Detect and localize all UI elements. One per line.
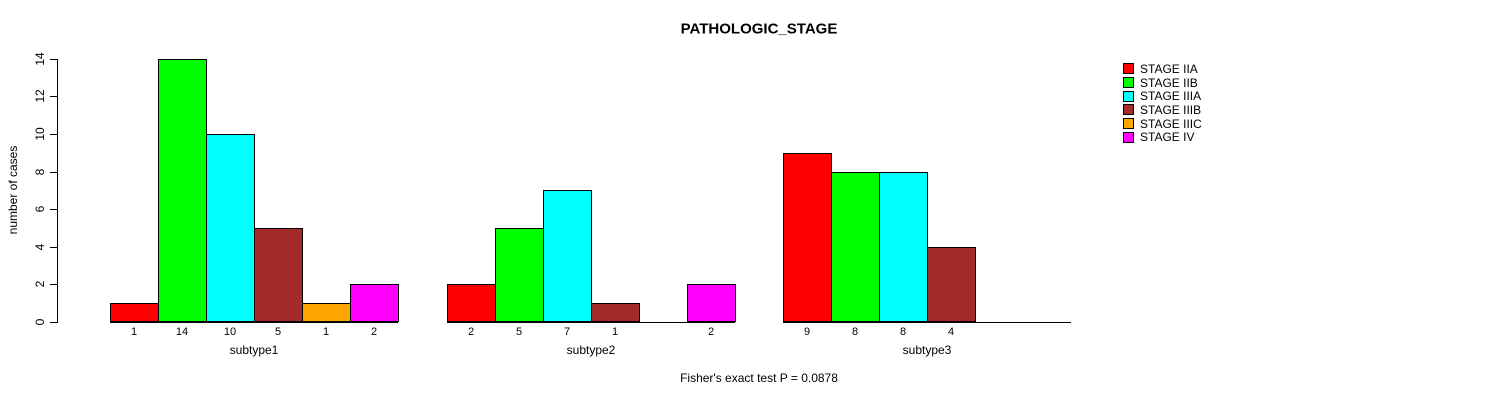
bar-value-label: 9 (803, 326, 811, 338)
chart-title: PATHOLOGIC_STAGE (680, 20, 838, 38)
bar-value-label: 5 (274, 326, 282, 338)
bar-subtype2-stage-iiib (591, 303, 640, 322)
bar-value-label: 2 (707, 326, 715, 338)
bar-value-label: 1 (611, 326, 619, 338)
legend-item-stage-iiic: STAGE IIIC (1123, 117, 1202, 131)
bar-value-label: 14 (175, 326, 189, 338)
legend: STAGE IIA STAGE IIB STAGE IIIA STAGE IIIB ST… (1123, 62, 1202, 144)
bar-subtype2-stage-iv (687, 284, 736, 322)
legend-label: STAGE IIIC (1140, 116, 1202, 131)
legend-label: STAGE IIIA (1140, 89, 1202, 104)
x-axis-baseline (110, 322, 398, 323)
legend-label: STAGE IIB (1140, 75, 1198, 90)
bar-subtype3-stage-iiia (879, 172, 928, 322)
x-axis-category-label: subtype3 (902, 343, 952, 357)
y-axis-tick (50, 171, 57, 173)
x-axis-baseline (783, 322, 1071, 323)
bar-subtype2-stage-iiia (543, 190, 592, 322)
y-axis-tick (50, 246, 57, 248)
bar-subtype2-stage-iib (495, 228, 544, 322)
legend-label: STAGE IV (1140, 130, 1195, 145)
legend-swatch (1123, 131, 1134, 143)
bar-subtype3-stage-iia (783, 153, 832, 322)
bar-value-label: 4 (947, 326, 955, 338)
y-axis-tick (50, 284, 57, 286)
y-axis-tick-label: 14 (33, 52, 47, 66)
bar-subtype1-stage-iia (110, 303, 159, 322)
legend-item-stage-iiib: STAGE IIIB (1123, 103, 1202, 117)
legend-label: STAGE IIA (1140, 61, 1198, 76)
y-axis-tick-label: 0 (33, 318, 47, 326)
y-axis-tick-label: 2 (33, 281, 47, 288)
bar-subtype2-stage-iia (447, 284, 496, 322)
fisher-test-caption: Fisher's exact test P = 0.0878 (680, 371, 838, 385)
y-axis-tick-label: 6 (33, 205, 47, 213)
legend-item-stage-iia: STAGE IIA (1123, 62, 1202, 76)
bar-value-label: 1 (322, 326, 330, 338)
bar-subtype1-stage-iv (350, 284, 399, 322)
y-axis-tick-label: 4 (33, 243, 47, 251)
legend-item-stage-iib: STAGE IIB (1123, 76, 1202, 90)
bar-subtype1-stage-iiib (254, 228, 303, 322)
bar-subtype1-stage-iiic (302, 303, 351, 322)
y-axis-tick (50, 58, 57, 60)
x-axis-category-label: subtype1 (229, 343, 279, 357)
bar-value-label: 2 (370, 326, 378, 338)
x-axis-category-label: subtype2 (566, 343, 616, 357)
y-axis-tick-label: 10 (33, 127, 47, 141)
y-axis-tick (50, 209, 57, 211)
y-axis-tick-label: 12 (33, 89, 47, 104)
bar-value-label: 7 (563, 326, 571, 338)
legend-item-stage-iv: STAGE IV (1123, 130, 1202, 144)
bar-value-label: 2 (467, 326, 475, 338)
legend-swatch (1123, 77, 1134, 89)
x-axis-baseline (447, 322, 735, 323)
bar-value-label: 5 (515, 326, 523, 338)
legend-swatch (1123, 118, 1134, 130)
y-axis-tick (50, 322, 57, 323)
legend-label: STAGE IIIB (1140, 102, 1202, 117)
bar-subtype3-stage-iib (831, 172, 880, 322)
bar-value-label: 10 (223, 326, 237, 338)
bar-value-label: 8 (899, 326, 907, 338)
bar-subtype1-stage-iiia (206, 134, 255, 322)
y-axis-tick (50, 134, 57, 135)
bar-subtype1-stage-iib (158, 59, 207, 322)
y-axis-line (57, 58, 58, 323)
legend-swatch (1123, 63, 1134, 75)
bar-value-label: 1 (130, 326, 138, 338)
bar-value-label: 8 (851, 326, 859, 338)
legend-item-stage-iiia: STAGE IIIA (1123, 89, 1202, 103)
legend-swatch (1123, 90, 1134, 102)
y-axis-tick-label: 8 (33, 168, 47, 175)
bar-subtype3-stage-iiib (927, 247, 976, 322)
legend-swatch (1123, 104, 1134, 116)
y-axis-tick (50, 96, 57, 98)
